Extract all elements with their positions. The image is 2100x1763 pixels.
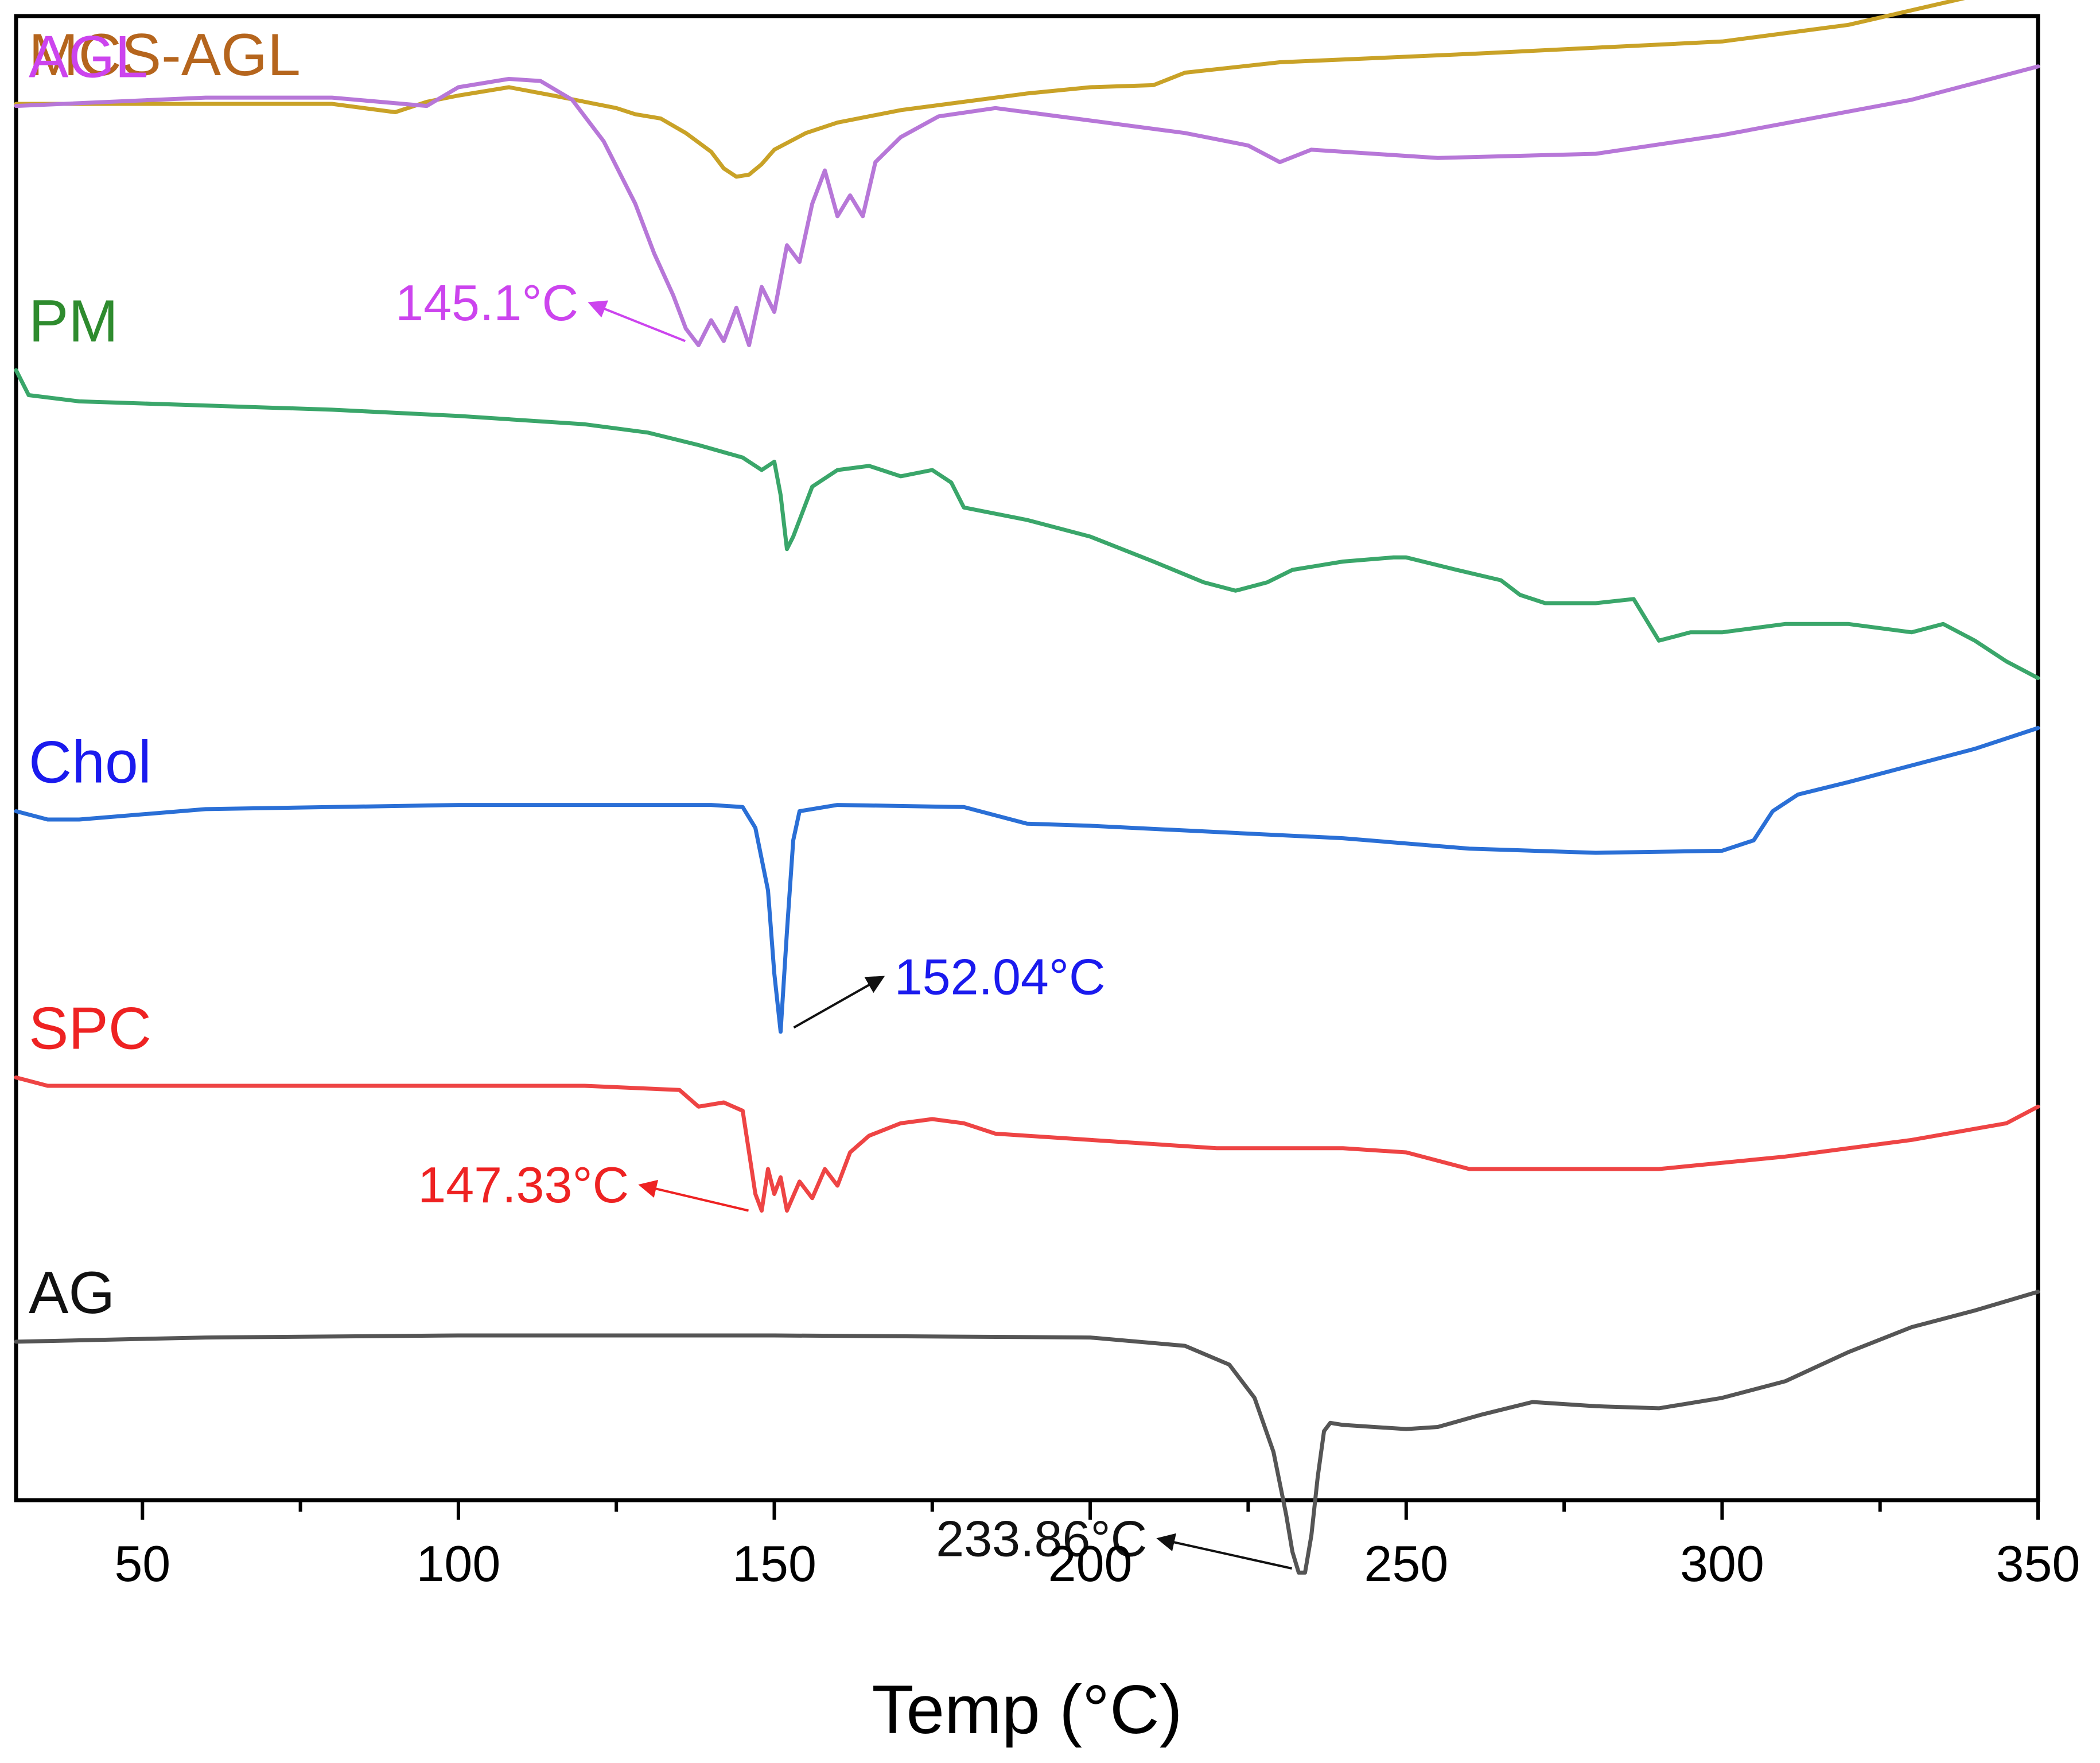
series-label-spc: SPC bbox=[29, 996, 151, 1062]
series-label-mcs-agl: MCS-AGL bbox=[29, 22, 301, 88]
plot-frame bbox=[14, 14, 2040, 1502]
x-axis: 50 100 150 200 250 300 350 bbox=[114, 1500, 2080, 1592]
series-label-pm: PM bbox=[29, 288, 118, 355]
series-line-chol bbox=[14, 726, 2040, 1034]
series-label-agl: AGL bbox=[29, 24, 148, 91]
x-tick-label: 150 bbox=[732, 1535, 816, 1592]
annotation-layer: 145.1°C 152.04°C 147.33°C 233.86°C bbox=[395, 274, 1292, 1570]
x-tick-label: 50 bbox=[114, 1535, 170, 1592]
series-layer bbox=[14, 0, 2040, 1575]
x-tick-label: 100 bbox=[416, 1535, 500, 1592]
series-line-agl bbox=[14, 64, 2040, 347]
series-label-chol: Chol bbox=[29, 729, 151, 796]
x-tick-label: 250 bbox=[1364, 1535, 1448, 1592]
annotation-arrow bbox=[588, 300, 686, 343]
series-line-spc bbox=[14, 1075, 2040, 1213]
x-tick-label: 350 bbox=[1996, 1535, 2080, 1592]
annotation-label: 147.33°C bbox=[418, 1156, 629, 1213]
series-line-mcs-agl bbox=[14, 0, 1965, 179]
x-axis-title: Temp (°C) bbox=[872, 1671, 1182, 1748]
annotation-arrow bbox=[793, 976, 885, 1029]
series-label-ag: AG bbox=[29, 1260, 115, 1326]
x-tick-label: 200 bbox=[1048, 1535, 1133, 1592]
series-line-ag bbox=[14, 1290, 2040, 1575]
series-line-pm bbox=[14, 368, 2040, 680]
x-tick-label: 300 bbox=[1680, 1535, 1764, 1592]
annotation-arrow bbox=[1156, 1533, 1292, 1570]
annotation-label: 152.04°C bbox=[895, 949, 1106, 1005]
annotation-arrow bbox=[638, 1179, 749, 1212]
annotation-label: 233.86°C bbox=[936, 1510, 1147, 1567]
annotation-label: 145.1°C bbox=[395, 274, 578, 331]
